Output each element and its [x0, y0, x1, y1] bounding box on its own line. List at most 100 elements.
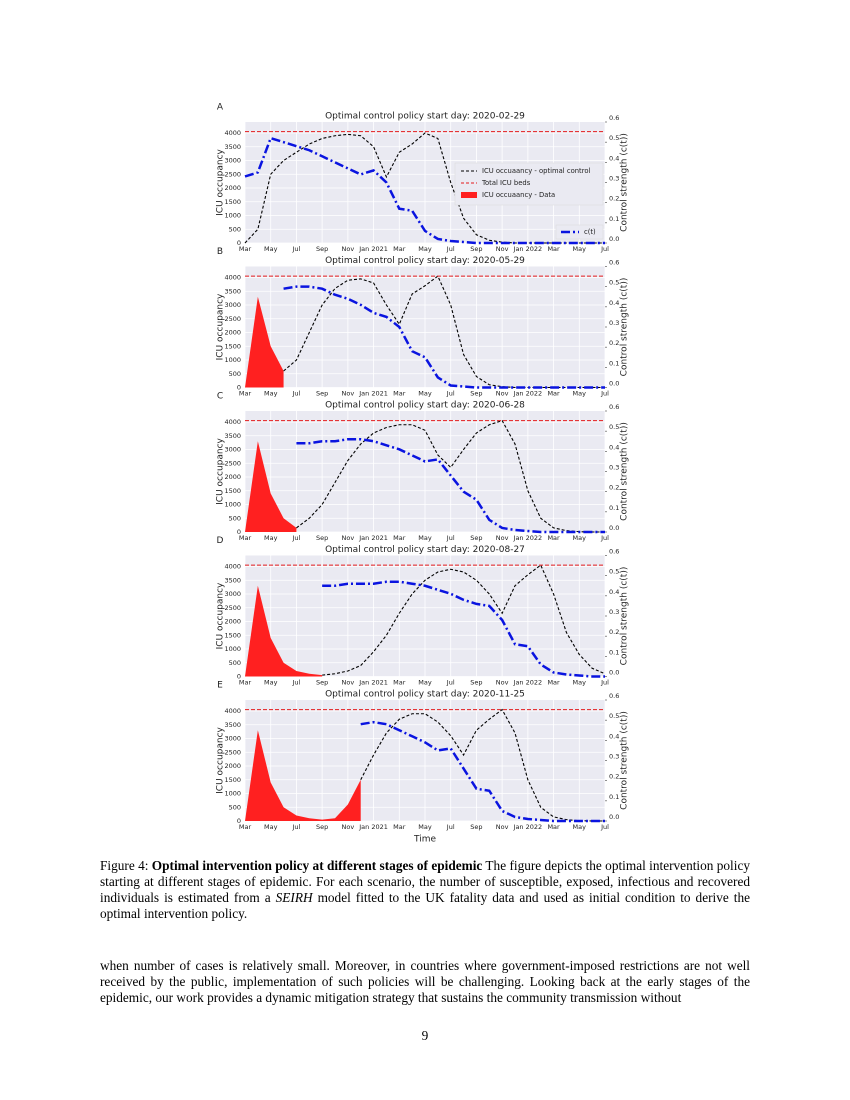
x-tick-label: Nov: [496, 534, 509, 542]
body-text: when number of cases is relatively small…: [100, 958, 750, 1005]
x-tick-label: May: [264, 823, 278, 831]
caption-text: The figure depicts the optimal intervent…: [100, 858, 750, 905]
y2-tick-label: 0.0: [609, 669, 619, 677]
x-tick-label: May: [573, 390, 587, 398]
x-tick-label: Nov: [496, 679, 509, 687]
caption-label: Figure 4:: [100, 858, 149, 873]
chart-title: Optimal control policy start day: 2020-0…: [325, 256, 525, 266]
y-tick-label: 0: [237, 239, 241, 247]
y2-tick-label: 0.3: [609, 753, 619, 761]
panel-label: B: [217, 247, 223, 257]
x-tick-label: Nov: [342, 245, 355, 253]
x-tick-label: Jul: [446, 390, 455, 398]
panel-label: C: [217, 392, 223, 402]
y-tick-label: 2000: [224, 473, 241, 481]
legend-box: [555, 224, 604, 240]
y-axis-label: ICU occupancy: [216, 582, 226, 649]
x-tick-label: Sep: [316, 823, 328, 831]
y-tick-label: 0: [237, 673, 241, 681]
chart-title: Optimal control policy start day: 2020-0…: [325, 112, 525, 122]
x-tick-label: May: [573, 679, 587, 687]
legend-label: c(t): [584, 228, 596, 236]
y2-axis-label: Control strength (c(t)): [620, 278, 630, 377]
y2-tick-label: 0.6: [609, 548, 619, 556]
x-tick-label: Jul: [292, 245, 301, 253]
x-tick-label: Jul: [600, 534, 609, 542]
legend-swatch: [461, 192, 477, 198]
caption: Figure 4: Optimal intervention policy at…: [100, 858, 750, 922]
y-axis-label: ICU occupancy: [216, 148, 226, 215]
x-tick-label: Sep: [316, 534, 328, 542]
legend-label: ICU occuaancy - Data: [482, 191, 555, 199]
y-tick-label: 1500: [224, 631, 241, 639]
y-tick-label: 1000: [224, 645, 241, 653]
y2-tick-label: 0.2: [609, 195, 619, 203]
y-tick-label: 0: [237, 384, 241, 392]
panel-label: E: [217, 681, 223, 691]
series-line: [296, 419, 605, 533]
x-axis-label: Time: [413, 835, 436, 845]
x-tick-label: Mar: [393, 823, 406, 831]
y2-tick-label: 0.5: [609, 568, 619, 576]
y-tick-label: 2000: [224, 329, 241, 337]
chart-title: Optimal control policy start day: 2020-0…: [325, 545, 525, 555]
y-tick-label: 3500: [224, 432, 241, 440]
y-tick-label: 4000: [224, 129, 241, 137]
x-tick-label: Jan 2022: [513, 245, 543, 253]
x-tick-label: May: [418, 823, 432, 831]
y2-axis-label: Control strength (c(t)): [620, 133, 630, 232]
series-line: [322, 564, 606, 676]
series-line: [296, 437, 605, 534]
chart-title: Optimal control policy start day: 2020-0…: [325, 401, 525, 411]
y-tick-label: 2500: [224, 604, 241, 612]
y2-tick-label: 0.1: [609, 648, 619, 656]
y2-axis-label: Control strength (c(t)): [620, 567, 630, 666]
series-line: [244, 136, 605, 245]
x-tick-label: Nov: [342, 534, 355, 542]
x-tick-label: Mar: [393, 245, 406, 253]
y-tick-label: 0: [237, 817, 241, 825]
x-tick-label: Mar: [239, 245, 252, 253]
y-tick-label: 4000: [224, 274, 241, 282]
series-line: [360, 708, 605, 822]
x-tick-label: Jan 2022: [513, 679, 543, 687]
series-line: [360, 720, 605, 823]
y2-tick-label: 0.0: [609, 813, 619, 821]
y-tick-label: 3000: [224, 446, 241, 454]
y-tick-label: 4000: [224, 418, 241, 426]
figure: A Optimal control policy start day: 2020-…: [216, 103, 630, 845]
y-tick-label: 2000: [224, 184, 241, 192]
x-tick-label: Jan 2022: [513, 534, 543, 542]
legend-label: ICU occuaancy - optimal control: [482, 167, 591, 175]
y-tick-label: 1000: [224, 501, 241, 509]
y-tick-label: 1500: [224, 198, 241, 206]
y2-tick-label: 0.3: [609, 608, 619, 616]
x-tick-label: Sep: [470, 679, 482, 687]
y-tick-label: 1500: [224, 342, 241, 350]
x-tick-label: Mar: [393, 679, 406, 687]
legend-label: Total ICU beds: [481, 179, 531, 187]
y-tick-label: 500: [229, 370, 241, 378]
y2-tick-label: 0.1: [609, 793, 619, 801]
series-line: [244, 132, 605, 244]
data-area: [245, 296, 284, 388]
x-tick-label: Jan 2022: [513, 823, 543, 831]
caption-text: model fitted to the UK fatality data and…: [100, 890, 751, 921]
x-tick-label: Sep: [470, 823, 482, 831]
x-tick-label: Jan 2022: [513, 390, 543, 398]
y2-tick-label: 0.0: [609, 524, 619, 532]
x-tick-label: Mar: [547, 390, 560, 398]
x-tick-label: Jan 2021: [358, 679, 388, 687]
x-tick-label: Jul: [292, 390, 301, 398]
y-tick-label: 2500: [224, 315, 241, 323]
x-tick-label: Sep: [470, 245, 482, 253]
x-tick-label: Sep: [470, 534, 482, 542]
x-tick-label: May: [573, 245, 587, 253]
y2-tick-label: 0.6: [609, 259, 619, 267]
x-tick-label: Mar: [239, 823, 252, 831]
y-tick-label: 0: [237, 528, 241, 536]
y2-tick-label: 0.5: [609, 279, 619, 287]
x-tick-label: Jul: [292, 823, 301, 831]
x-tick-label: Nov: [342, 823, 355, 831]
